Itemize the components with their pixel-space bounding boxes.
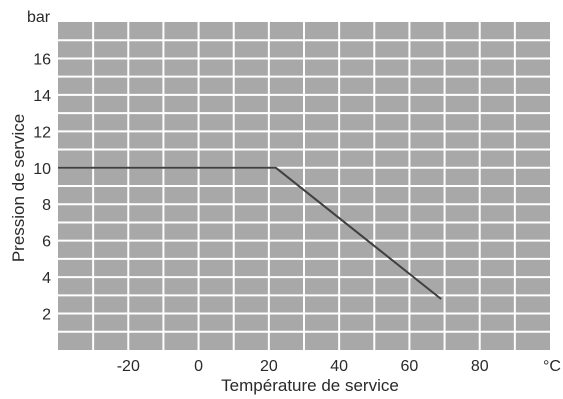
y-tick-label: 4 [42, 270, 51, 287]
y-tick-label: 8 [42, 197, 51, 214]
y-tick-label: 6 [42, 234, 51, 251]
x-tick-label: 0 [194, 358, 203, 375]
grid [58, 22, 550, 350]
y-tick-label: 12 [33, 124, 51, 141]
y-tick-label: 14 [33, 88, 51, 105]
y-unit-label: bar [27, 9, 51, 26]
series-line [58, 166, 442, 300]
y-axis-title: Pression de service [9, 114, 28, 262]
x-tick-label: 40 [330, 358, 348, 375]
x-tick-labels: -20 0 20 40 60 80 [117, 358, 489, 375]
x-axis-title: Température de service [221, 376, 399, 395]
x-tick-label: -20 [117, 358, 140, 375]
y-tick-label: 10 [33, 161, 51, 178]
x-tick-label: 80 [471, 358, 489, 375]
x-tick-label: 60 [401, 358, 419, 375]
y-tick-label: 2 [42, 307, 51, 324]
series-layer [58, 166, 442, 300]
x-unit-label: °C [543, 358, 561, 375]
y-tick-labels: 2 4 6 8 10 12 14 16 [33, 51, 51, 323]
x-tick-label: 20 [260, 358, 278, 375]
y-tick-label: 16 [33, 51, 51, 68]
